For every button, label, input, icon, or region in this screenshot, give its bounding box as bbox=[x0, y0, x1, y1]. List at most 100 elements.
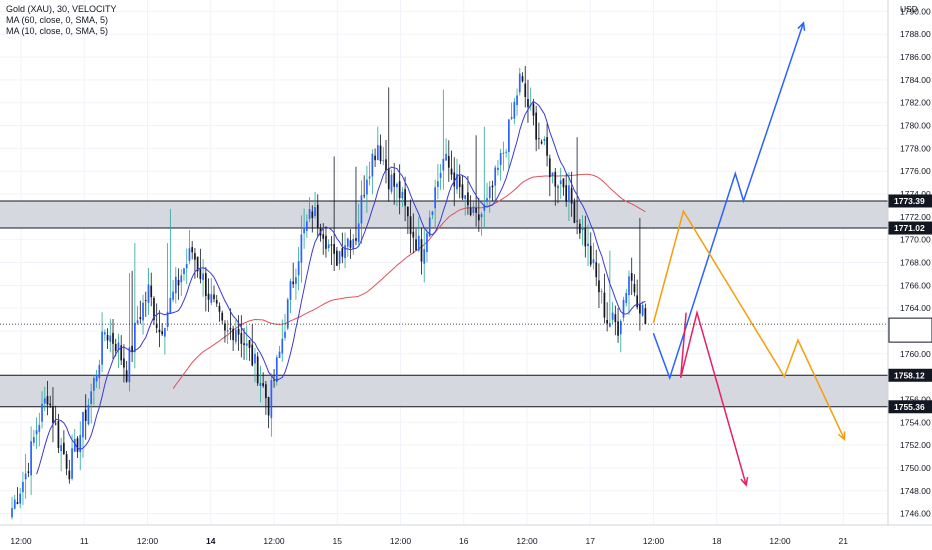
candle-body bbox=[248, 340, 251, 348]
candle-body bbox=[117, 342, 120, 351]
candle-body bbox=[469, 207, 472, 216]
candle-body bbox=[385, 159, 387, 171]
candle-body bbox=[486, 198, 488, 202]
time-axis-bg bbox=[0, 525, 932, 550]
candle-body bbox=[333, 244, 335, 254]
candle-body bbox=[458, 176, 461, 188]
price-tick-label: 1748.00 bbox=[900, 486, 931, 496]
candle-body bbox=[407, 206, 409, 217]
candle-body bbox=[243, 343, 245, 346]
candle-body bbox=[475, 207, 477, 213]
price-tick-label: 1778.00 bbox=[900, 143, 931, 153]
candle-body bbox=[505, 151, 507, 153]
price-axis[interactable]: USD 1746.00 1748.00 1750.00 1752.00 1754.00 17… bbox=[887, 0, 932, 550]
candle-body bbox=[344, 245, 346, 259]
candle-body bbox=[336, 250, 338, 266]
candle-body bbox=[600, 291, 603, 293]
candle-body bbox=[161, 331, 163, 335]
price-tick-label: 1754.00 bbox=[900, 417, 931, 427]
candle-body bbox=[352, 239, 355, 250]
price-tick-label: 1764.00 bbox=[900, 303, 931, 313]
candle-body bbox=[355, 238, 357, 241]
time-tick-label: 12:00 bbox=[769, 536, 791, 546]
support-resistance-zones bbox=[0, 200, 932, 408]
candle-body bbox=[281, 338, 284, 354]
price-tag-box bbox=[888, 368, 932, 382]
candle-body bbox=[592, 259, 595, 264]
candle-body bbox=[191, 247, 194, 253]
candle-body bbox=[363, 195, 366, 197]
candle-body bbox=[330, 244, 333, 246]
candle-body bbox=[316, 204, 319, 229]
blue-arrowhead bbox=[797, 21, 806, 31]
zone-box bbox=[0, 375, 888, 407]
candle-body bbox=[136, 320, 139, 324]
price-tag-box bbox=[888, 221, 932, 235]
candle-body bbox=[180, 275, 183, 283]
candle-body bbox=[289, 281, 292, 300]
candle-body bbox=[578, 223, 581, 234]
candle-body bbox=[570, 188, 573, 204]
price-tick-label: 1790.00 bbox=[900, 6, 931, 16]
candle-body bbox=[461, 184, 464, 199]
candle-body bbox=[224, 323, 226, 331]
ma10-legend[interactable]: MA (10, close, 0, SMA, 5) bbox=[6, 26, 109, 36]
candle-body bbox=[404, 189, 406, 206]
candle-body bbox=[68, 470, 71, 480]
candle-body bbox=[497, 167, 499, 170]
price-tag-box bbox=[888, 400, 932, 414]
candle-body bbox=[581, 228, 584, 231]
price-tick-label: 1756.00 bbox=[900, 394, 931, 404]
candle-body bbox=[30, 441, 32, 476]
candle-body bbox=[134, 322, 136, 353]
candle-body bbox=[155, 323, 158, 328]
candle-body bbox=[295, 277, 297, 285]
time-tick-label: 14 bbox=[206, 536, 216, 546]
candle-body bbox=[84, 409, 87, 421]
candle-body bbox=[565, 185, 568, 202]
candle-body bbox=[611, 312, 614, 320]
candle-body bbox=[338, 251, 341, 264]
candle-body bbox=[101, 331, 103, 365]
candle-body bbox=[278, 351, 281, 358]
candle-body bbox=[125, 370, 128, 382]
candle-body bbox=[535, 112, 538, 140]
price-tick-label: 1788.00 bbox=[900, 29, 931, 39]
candle-body bbox=[382, 160, 385, 162]
candle-body bbox=[49, 403, 52, 406]
candle-body bbox=[483, 204, 486, 211]
candle-body bbox=[153, 298, 155, 321]
candle-body bbox=[341, 248, 344, 257]
candle-body bbox=[524, 83, 527, 97]
candle-body bbox=[284, 331, 286, 338]
candle-body bbox=[305, 221, 308, 231]
orange-projection-path bbox=[652, 209, 846, 440]
time-tick-label: 12:00 bbox=[137, 536, 159, 546]
ma10-path bbox=[36, 100, 646, 475]
time-axis[interactable]: 12:00 11 12:00 14 12:00 15 12:00 16 12:00 17 12:00… bbox=[0, 524, 932, 550]
price-tick-label: 1780.00 bbox=[900, 121, 931, 131]
candle-body bbox=[46, 396, 49, 405]
candle-body bbox=[292, 281, 295, 285]
price-tick-label: 1776.00 bbox=[900, 166, 931, 176]
candle-body bbox=[644, 308, 647, 325]
candle-body bbox=[311, 211, 314, 218]
candle-body bbox=[131, 345, 133, 352]
candle-body bbox=[387, 168, 390, 190]
candle-body bbox=[210, 294, 213, 303]
currency-label: USD bbox=[900, 4, 918, 14]
symbol-title[interactable]: Gold (XAU), 30, VELOCITY bbox=[6, 4, 117, 14]
orange-arrowhead bbox=[837, 431, 846, 441]
ma60-legend[interactable]: MA (60, close, 0, SMA, 5) bbox=[6, 15, 109, 25]
candle-body bbox=[196, 256, 199, 272]
candle-body bbox=[639, 303, 641, 314]
candle-body bbox=[426, 233, 428, 253]
candle-body bbox=[199, 269, 202, 280]
candle-body bbox=[71, 448, 73, 479]
price-tick-label: 1746.00 bbox=[900, 509, 931, 519]
zone-box bbox=[0, 200, 888, 229]
price-tag-box bbox=[888, 194, 932, 208]
candle-body bbox=[164, 328, 166, 337]
time-tick-label: 21 bbox=[839, 536, 849, 546]
